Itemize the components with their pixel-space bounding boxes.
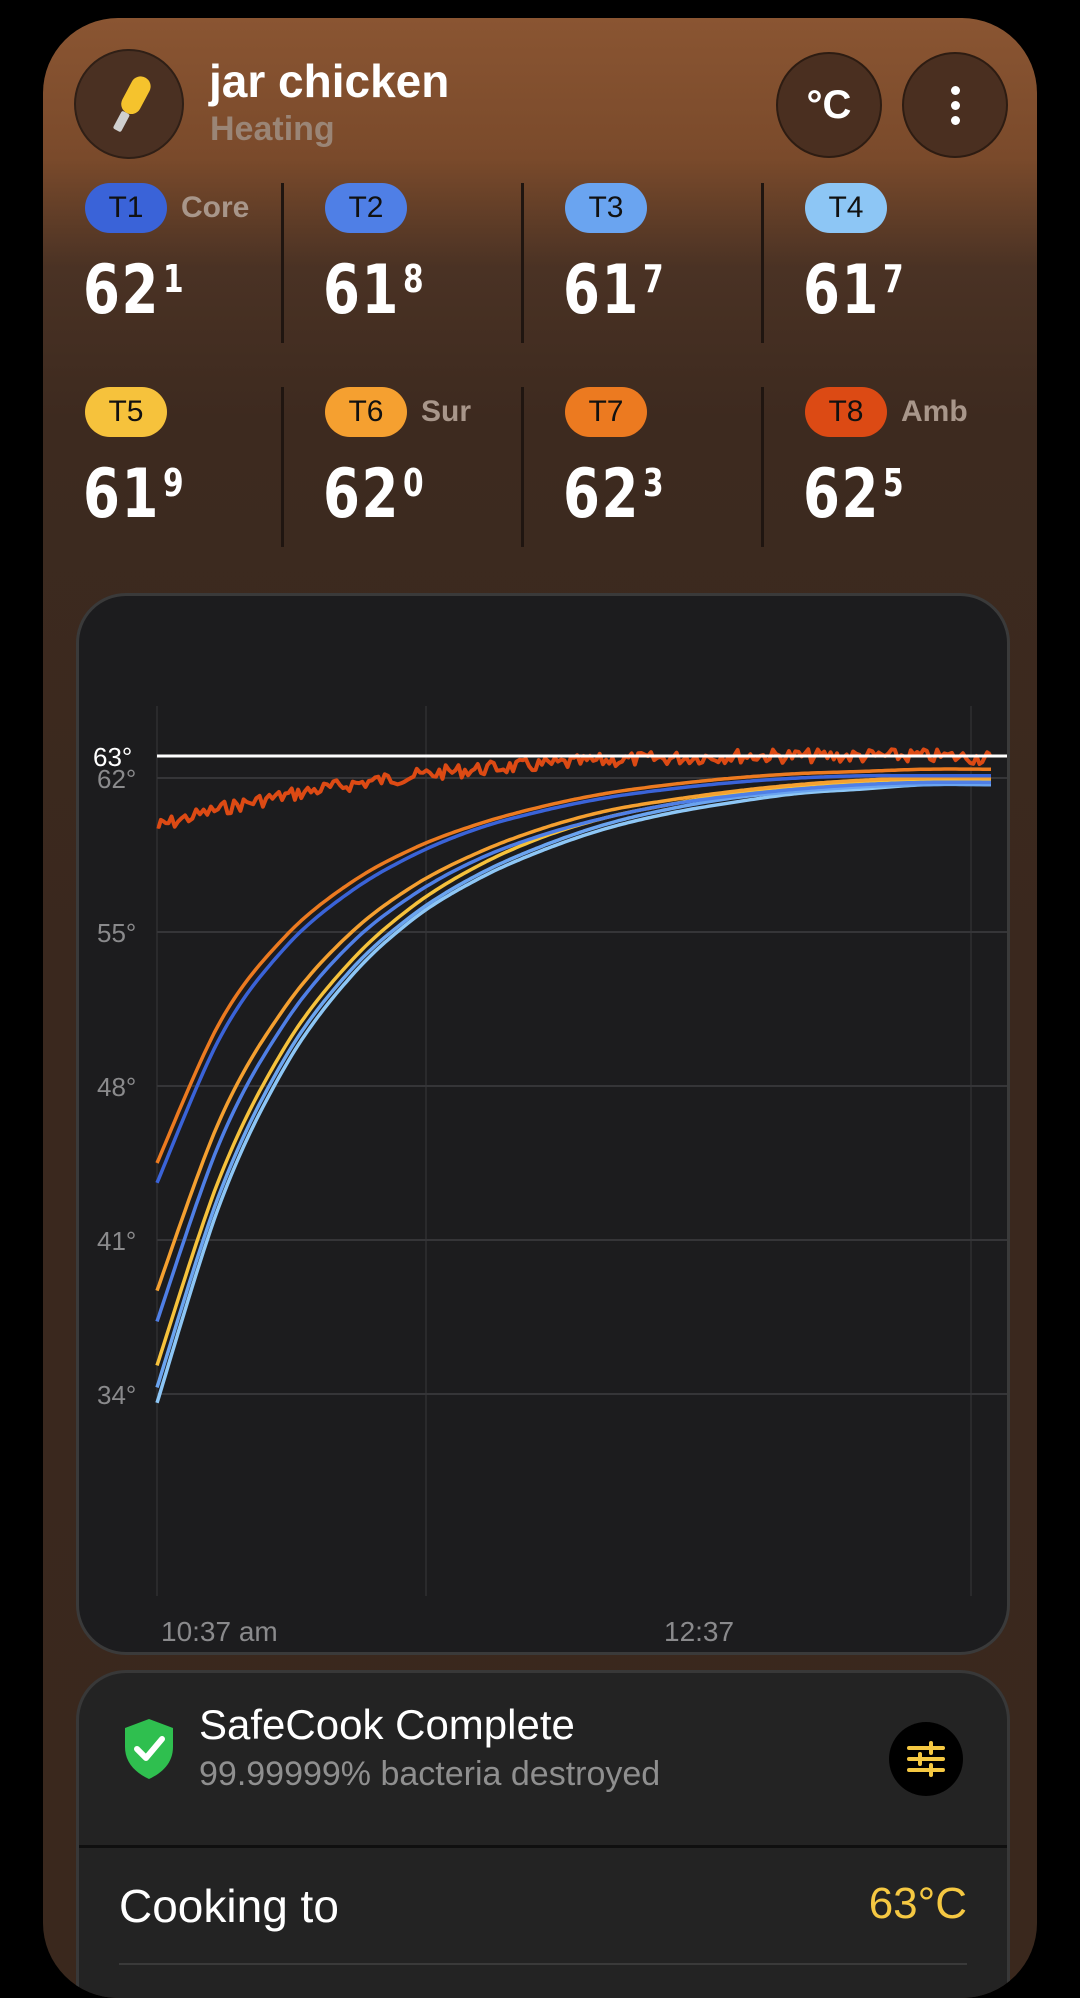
- series-line-t1: [155, 773, 991, 1184]
- sensor-reading: 617: [563, 251, 664, 330]
- target-label: 63°: [93, 742, 132, 772]
- y-tick-label: 62°: [97, 764, 136, 794]
- reading-whole: 62: [563, 455, 640, 534]
- sensor-divider: [281, 387, 284, 547]
- reading-decimal: 7: [883, 257, 904, 301]
- avatar[interactable]: [74, 49, 184, 159]
- cook-card: jar chicken Heating °C T1 Core 621 T2 618 T3 6…: [43, 18, 1037, 1998]
- sensor-t7[interactable]: T7 623: [523, 387, 763, 547]
- x-tick-label: 12:37: [664, 1616, 734, 1647]
- reading-decimal: 7: [643, 257, 664, 301]
- sensor-t8[interactable]: T8 Amb 625: [763, 387, 1003, 547]
- reading-whole: 61: [323, 251, 400, 330]
- chart-svg: 34° 41° 48° 55° 62°63° 10:37 am 12:37: [93, 706, 1007, 1647]
- sensor-t2[interactable]: T2 618: [283, 183, 523, 343]
- divider: [119, 1963, 967, 1965]
- cooking-to-label: Cooking to: [119, 1880, 339, 1932]
- sensor-divider: [521, 387, 524, 547]
- sensor-divider: [521, 183, 524, 343]
- sensor-reading: 618: [323, 251, 424, 330]
- sensor-t6[interactable]: T6 Sur 620: [283, 387, 523, 547]
- sensor-badge: T3: [565, 183, 647, 233]
- sensor-reading: 625: [803, 455, 904, 534]
- sensor-badge: T6: [325, 387, 407, 437]
- y-tick-label: 34°: [97, 1380, 136, 1410]
- reading-decimal: 1: [163, 257, 184, 301]
- sensor-badge: T8: [805, 387, 887, 437]
- temperature-chart[interactable]: 34° 41° 48° 55° 62° 63° 10:37 am 12:37: [76, 593, 1010, 1655]
- series-line-t4: [155, 782, 991, 1404]
- safecook-subtitle: 99.99999% bacteria destroyed: [199, 1755, 661, 1793]
- sensor-badge: T4: [805, 183, 887, 233]
- sensor-reading: 623: [563, 455, 664, 534]
- sensor-badge: T2: [325, 183, 407, 233]
- reading-decimal: 3: [643, 461, 664, 505]
- more-vertical-icon: [950, 85, 960, 125]
- y-tick-label: 48°: [97, 1072, 136, 1102]
- safecook-settings-button[interactable]: [889, 1722, 963, 1796]
- reading-whole: 62: [803, 455, 880, 534]
- reading-decimal: 0: [403, 461, 424, 505]
- sensor-role-label: Sur: [421, 395, 472, 428]
- more-menu-button[interactable]: [902, 52, 1008, 158]
- probe-icon: [113, 76, 151, 132]
- reading-decimal: 5: [883, 461, 904, 505]
- reading-decimal: 9: [163, 461, 184, 505]
- reading-whole: 61: [83, 455, 160, 534]
- divider: [79, 1845, 1007, 1848]
- reading-whole: 61: [803, 251, 880, 330]
- sensor-t1[interactable]: T1 Core 621: [43, 183, 283, 343]
- y-tick-label: 41°: [97, 1226, 136, 1256]
- sensor-badge: T1: [85, 183, 167, 233]
- sensor-divider: [761, 183, 764, 343]
- series-line-t7: [155, 767, 991, 1164]
- sensor-badge: T5: [85, 387, 167, 437]
- unit-toggle-button[interactable]: °C: [776, 52, 882, 158]
- sliders-icon: [907, 1741, 945, 1777]
- sensor-divider: [761, 387, 764, 547]
- x-tick-label: 10:37 am: [161, 1616, 278, 1647]
- series-line-t6: [155, 776, 991, 1292]
- shield-check-icon: [125, 1719, 173, 1779]
- series-line-t3: [155, 782, 991, 1388]
- sensor-divider: [281, 183, 284, 343]
- reading-decimal: 8: [403, 257, 424, 301]
- sensor-t5[interactable]: T5 619: [43, 387, 283, 547]
- sensor-badge: T7: [565, 387, 647, 437]
- cooking-to-value[interactable]: 63°C: [868, 1879, 967, 1928]
- sensor-t3[interactable]: T3 617: [523, 183, 763, 343]
- reading-whole: 62: [323, 455, 400, 534]
- y-tick-label: 55°: [97, 918, 136, 948]
- sensor-role-label: Amb: [901, 395, 968, 428]
- sensor-reading: 621: [83, 251, 184, 330]
- sensor-role-label: Core: [181, 191, 250, 224]
- reading-whole: 62: [83, 251, 160, 330]
- sensor-reading: 619: [83, 455, 184, 534]
- sensor-reading: 620: [323, 455, 424, 534]
- sensor-reading: 617: [803, 251, 904, 330]
- page-title: jar chicken: [209, 55, 450, 107]
- cook-status: Heating: [210, 110, 335, 148]
- safecook-title: SafeCook Complete: [199, 1701, 575, 1748]
- sensor-t4[interactable]: T4 617: [763, 183, 1003, 343]
- reading-whole: 61: [563, 251, 640, 330]
- unit-label: °C: [806, 82, 852, 127]
- series-line-t2: [155, 780, 991, 1322]
- safecook-card: SafeCook Complete 99.99999% bacteria des…: [76, 1670, 1010, 1998]
